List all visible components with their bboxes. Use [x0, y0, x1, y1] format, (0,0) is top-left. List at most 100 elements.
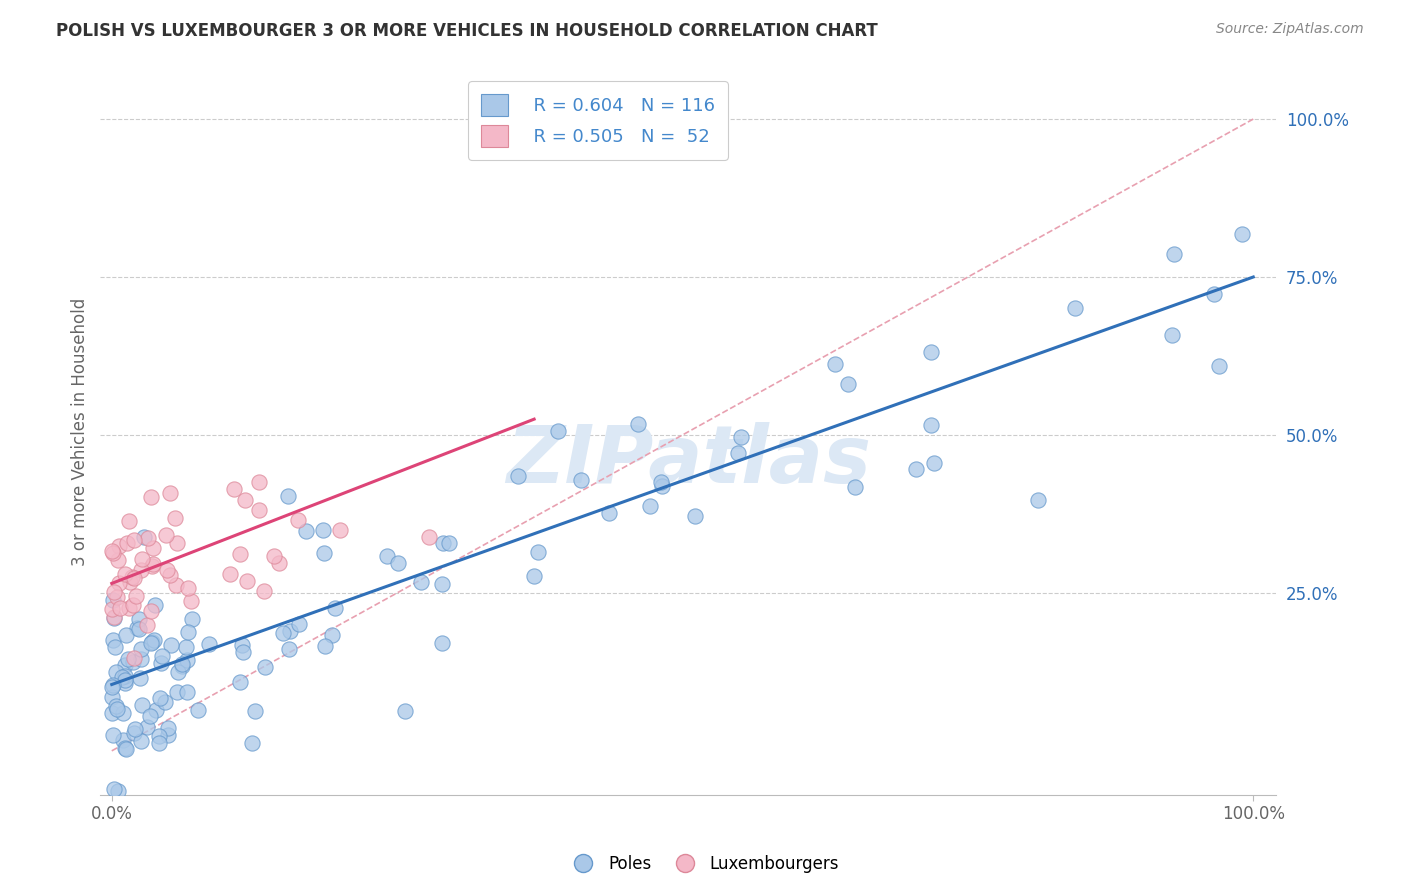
Point [103, 678, 125, 692]
Point [108, 601, 131, 615]
Point [527, 545, 550, 559]
Point [166, 665, 188, 680]
Point [101, 680, 124, 694]
Point [115, 628, 138, 642]
Point [627, 417, 650, 431]
Point [288, 616, 311, 631]
Point [1230, 227, 1253, 241]
Point [148, 729, 170, 743]
Point [118, 514, 141, 528]
Point [103, 632, 125, 647]
Point [108, 576, 131, 591]
Point [139, 491, 162, 505]
Point [650, 475, 672, 489]
Point [128, 622, 150, 636]
Point [267, 557, 290, 571]
Point [247, 503, 270, 517]
Text: ZIPatlas: ZIPatlas [506, 422, 870, 500]
Point [187, 703, 209, 717]
Point [287, 513, 309, 527]
Point [177, 581, 200, 595]
Point [198, 637, 221, 651]
Point [181, 612, 204, 626]
Legend:   R = 0.604   N = 116,   R = 0.505   N =  52: R = 0.604 N = 116, R = 0.505 N = 52 [468, 81, 728, 160]
Point [172, 657, 194, 671]
Point [150, 657, 173, 671]
Text: POLISH VS LUXEMBOURGER 3 OR MORE VEHICLES IN HOUSEHOLD CORRELATION CHART: POLISH VS LUXEMBOURGER 3 OR MORE VEHICLE… [56, 22, 877, 40]
Point [160, 638, 183, 652]
Point [122, 598, 145, 612]
Point [122, 571, 145, 585]
Point [129, 672, 152, 686]
Point [100, 706, 122, 721]
Point [105, 699, 128, 714]
Point [222, 482, 245, 496]
Point [136, 720, 159, 734]
Point [129, 563, 152, 577]
Point [242, 736, 264, 750]
Point [131, 551, 153, 566]
Point [323, 600, 346, 615]
Point [128, 612, 150, 626]
Point [165, 511, 187, 525]
Point [229, 674, 252, 689]
Point [277, 490, 299, 504]
Point [432, 536, 454, 550]
Point [651, 479, 673, 493]
Point [117, 652, 139, 666]
Point [114, 673, 136, 688]
Point [118, 600, 141, 615]
Point [114, 669, 136, 683]
Point [118, 575, 141, 590]
Point [159, 486, 181, 500]
Point [727, 446, 749, 460]
Point [122, 651, 145, 665]
Point [101, 727, 124, 741]
Point [312, 546, 335, 560]
Point [263, 549, 285, 563]
Point [145, 703, 167, 717]
Point [114, 567, 136, 582]
Point [114, 658, 136, 673]
Point [141, 635, 163, 649]
Point [439, 536, 461, 550]
Point [129, 642, 152, 657]
Point [1202, 287, 1225, 301]
Point [148, 736, 170, 750]
Point [920, 344, 942, 359]
Point [1163, 247, 1185, 261]
Point [101, 592, 124, 607]
Point [125, 589, 148, 603]
Point [321, 628, 343, 642]
Point [139, 708, 162, 723]
Point [232, 645, 254, 659]
Point [156, 563, 179, 577]
Point [111, 706, 134, 721]
Point [103, 781, 125, 796]
Point [312, 524, 335, 538]
Point [136, 531, 159, 545]
Point [156, 722, 179, 736]
Point [101, 545, 124, 559]
Point [231, 638, 253, 652]
Point [921, 418, 943, 433]
Point [104, 640, 127, 654]
Point [134, 530, 156, 544]
Y-axis label: 3 or more Vehicles in Household: 3 or more Vehicles in Household [72, 298, 89, 566]
Point [153, 695, 176, 709]
Point [375, 549, 398, 563]
Point [105, 591, 128, 605]
Point [143, 632, 166, 647]
Point [844, 480, 866, 494]
Point [103, 585, 125, 599]
Point [142, 557, 165, 571]
Point [124, 723, 146, 737]
Point [523, 569, 546, 583]
Point [547, 424, 569, 438]
Point [228, 548, 250, 562]
Point [329, 523, 352, 537]
Point [218, 567, 240, 582]
Point [112, 732, 135, 747]
Point [730, 430, 752, 444]
Point [278, 624, 301, 638]
